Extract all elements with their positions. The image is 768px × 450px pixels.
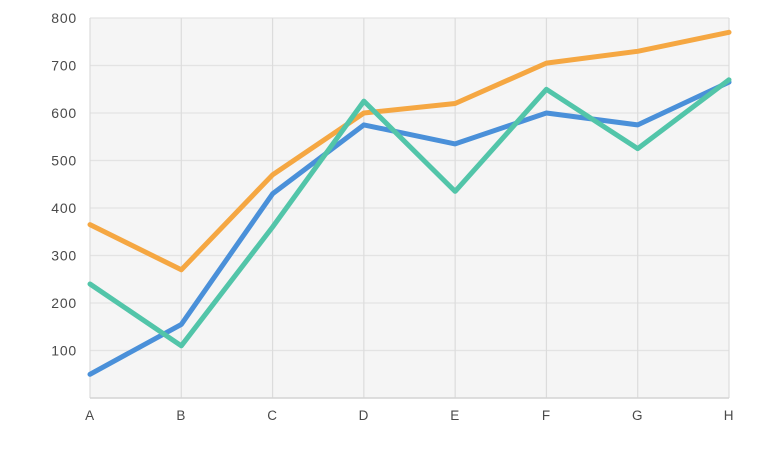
x-axis-tick-label: A [85, 408, 95, 423]
y-axis-tick-label: 100 [51, 342, 77, 358]
x-axis-tick-label: E [450, 408, 460, 423]
y-axis-tick-label: 700 [51, 57, 77, 73]
series-line-blue [87, 79, 732, 377]
series-line-teal [87, 77, 732, 349]
y-axis-tick-label: 800 [51, 10, 77, 26]
x-axis-tick-label: H [724, 408, 735, 423]
y-axis-tick-label: 400 [51, 200, 77, 216]
x-axis-tick-label: G [632, 408, 643, 423]
x-axis-tick-label: D [359, 408, 370, 423]
x-axis-tick-label: C [267, 408, 278, 423]
y-axis-tick-label: 500 [51, 152, 77, 168]
x-axis-tick-label: B [176, 408, 186, 423]
series-line-orange [87, 29, 732, 273]
y-axis-tick-label: 300 [51, 247, 77, 263]
x-axis-tick-label: F [542, 408, 551, 423]
y-axis-tick-label: 600 [51, 105, 77, 121]
y-axis-tick-label: 200 [51, 295, 77, 311]
